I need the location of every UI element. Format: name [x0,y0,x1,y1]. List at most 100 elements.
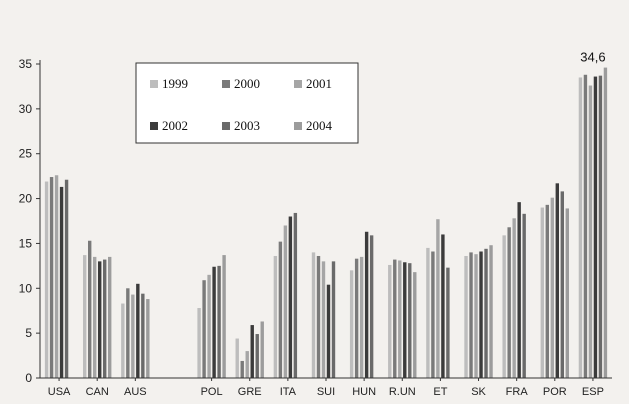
bar-ESP-2003 [598,75,603,378]
x-category-label: SK [471,386,486,398]
bar-FRA-2000 [507,227,511,378]
bar-USA-2001 [54,175,59,378]
x-category-label: USA [48,386,71,398]
bar-ITA-2003 [293,212,298,378]
bar-CAN-2001 [93,256,97,378]
bar-SK-2003 [484,248,488,378]
legend-swatch [294,122,302,130]
y-tick-label: 15 [19,236,33,250]
bar-SK-1999 [464,255,468,378]
bar-AUS-2002 [136,283,140,378]
bar-CAN-2000 [88,240,92,378]
bar-ESP-2002 [593,76,598,378]
bar-SK-2004 [489,245,493,378]
legend-entry-label: 2004 [306,118,333,133]
bar-CAN-1999 [83,255,87,378]
x-axis-categories: USA CAN AUS POL GRE ITA SUI HUN R.UN ET SK FRA POR ES… [48,378,604,398]
bar-GRE-2004 [260,321,264,378]
bar-FRA-2002 [517,202,521,378]
x-category-label: FRA [506,386,529,398]
bar-R.UN-1999 [388,264,392,378]
bar-GRE-2001 [245,351,249,378]
y-tick-label: 35 [19,57,33,71]
legend-entry-label: 2001 [306,76,332,91]
y-tick-label: 25 [19,147,33,161]
x-category-label: ESP [582,386,604,398]
bar-SUI-2000 [316,255,321,378]
bar-POL-2003 [217,265,221,378]
x-category-label: R.UN [389,386,416,398]
y-tick-label: 0 [25,371,32,385]
bar-CAN-2002 [98,261,102,378]
legend-swatch [150,80,158,88]
bar-HUN-1999 [349,270,354,378]
bar-CAN-2003 [103,259,107,378]
bar-USA-2003 [64,179,69,378]
y-tick-label: 20 [19,192,33,206]
bar-POR-2004 [565,208,569,378]
bar-ITA-1999 [273,255,278,378]
legend-swatch [150,122,158,130]
annotations: 34,6 [580,50,605,65]
bar-ET-2002 [441,234,445,378]
bar-FRA-2001 [512,218,516,378]
x-category-label: AUS [124,386,147,398]
bar-USA-2000 [49,177,54,378]
x-category-label: HUN [352,386,376,398]
legend-entry-label: 2002 [162,118,188,133]
bar-FRA-2003 [522,213,526,378]
bar-HUN-2003 [369,235,374,378]
bar-POL-2002 [212,266,216,378]
bar-ESP-2001 [588,85,593,378]
bar-SUI-2002 [326,284,331,378]
bar-AUS-2000 [126,288,130,378]
legend-entry-label: 2000 [234,76,260,91]
y-tick-label: 30 [19,102,33,116]
bar-POR-2001 [550,197,554,378]
bar-R.UN-2002 [403,262,407,378]
bars [44,67,608,379]
bar-GRE-2002 [250,325,254,378]
bar-HUN-2000 [354,258,359,378]
bar-POR-1999 [540,207,544,378]
legend-entry-label: 1999 [162,76,188,91]
bar-ITA-2001 [283,225,288,378]
bar-ET-1999 [426,247,430,378]
bar-R.UN-2000 [393,259,397,378]
bar-R.UN-2004 [413,272,417,378]
legend: 1999 2000 2001 2002 2003 2004 [135,62,359,144]
x-category-label: ITA [280,386,297,398]
bar-HUN-2002 [364,231,369,378]
bar-ESP-2004 [603,67,608,378]
legend-swatch [222,122,230,130]
y-axis-ticks: 0 5 10 15 20 25 30 35 [19,57,40,385]
legend-entry-label: 2003 [234,118,260,133]
bar-SK-2001 [474,254,478,378]
x-category-label: ET [433,386,447,398]
bar-ET-2003 [446,267,450,378]
bar-POR-2003 [560,191,564,378]
bar-ET-2001 [436,219,440,378]
bar-SK-2002 [479,251,483,378]
bar-GRE-2003 [255,334,259,378]
bar-AUS-2004 [146,299,150,378]
bar-ET-2000 [431,251,435,378]
bar-SUI-2001 [321,261,326,378]
bar-GRE-1999 [235,338,239,378]
x-category-label: CAN [86,386,109,398]
bar-HUN-2001 [359,256,364,378]
bar-ITA-2002 [288,216,293,378]
bar-AUS-1999 [121,303,125,378]
legend-swatch [222,80,230,88]
x-category-label: POR [543,386,567,398]
bar-POL-2004 [222,255,226,378]
bar-USA-1999 [44,181,49,378]
bar-AUS-2001 [131,294,135,378]
x-category-label: GRE [238,386,262,398]
x-category-label: SUI [317,386,335,398]
bar-POL-2001 [207,274,211,378]
bar-POL-2000 [202,280,206,378]
bar-GRE-2000 [240,360,244,378]
bar-ESP-1999 [578,77,583,379]
